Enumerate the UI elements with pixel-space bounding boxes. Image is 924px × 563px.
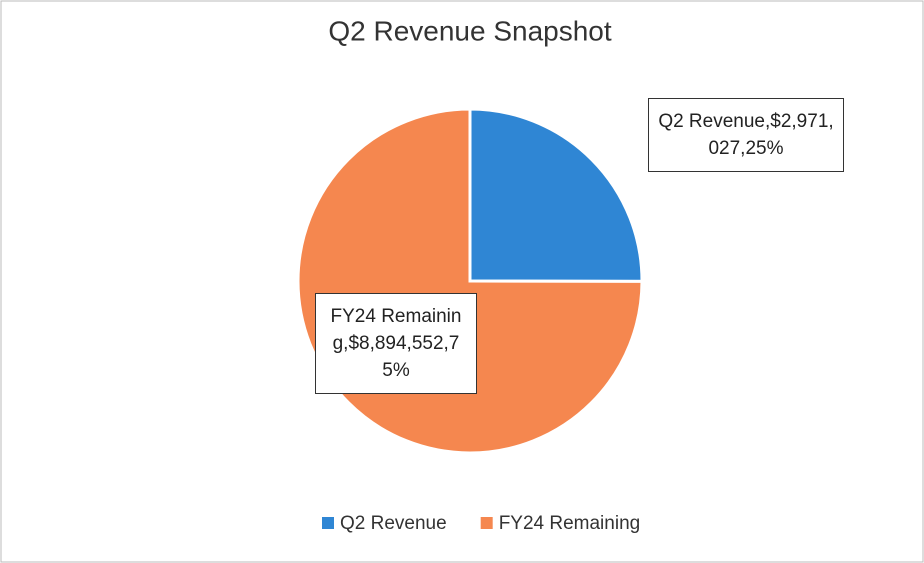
chart-title: Q2 Revenue Snapshot xyxy=(328,15,612,46)
data-label: Q2 Revenue,$2,971,027,25% xyxy=(648,98,844,172)
pie-slice xyxy=(468,107,644,283)
legend-swatch xyxy=(322,517,334,529)
data-label: FY24 Remaining,$8,894,552,75% xyxy=(315,293,477,394)
legend-label: FY24 Remaining xyxy=(499,513,641,534)
legend-swatch xyxy=(480,517,493,529)
legend-label: Q2 Revenue xyxy=(340,513,447,534)
